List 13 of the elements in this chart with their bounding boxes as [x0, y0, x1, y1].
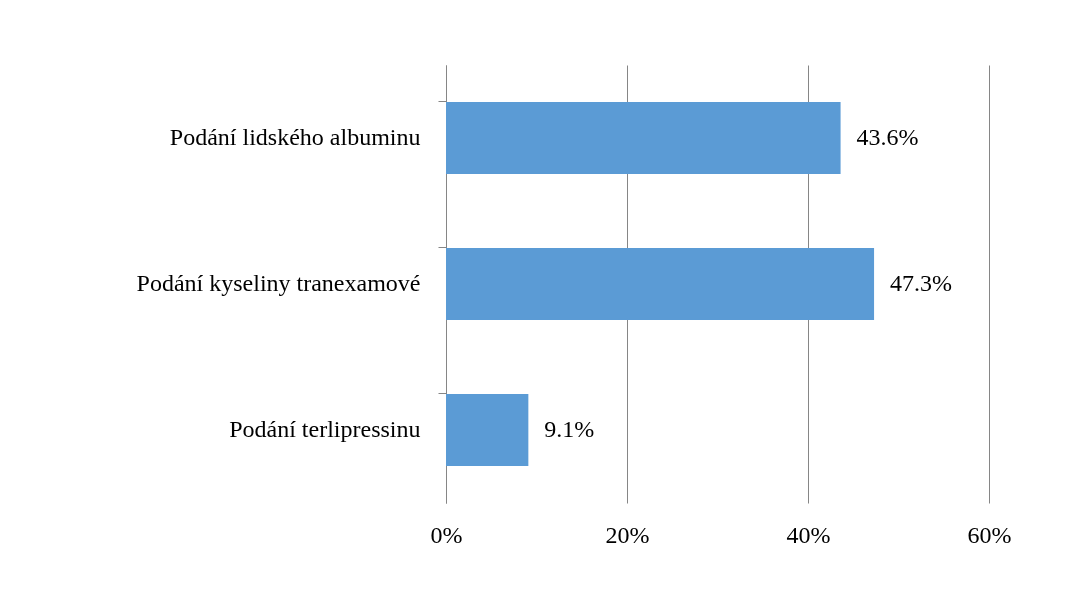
bar — [446, 102, 841, 174]
x-tick-label: 0% — [430, 521, 463, 548]
data-label: 9.1% — [544, 416, 595, 442]
x-tick-label: 40% — [786, 521, 831, 548]
bar — [446, 394, 529, 466]
y-tick-label: Podání lidského albuminu — [169, 124, 421, 150]
y-tick-label: Podání kyseliny tranexamové — [136, 270, 421, 296]
data-label: 47.3% — [890, 270, 953, 296]
y-tick-label: Podání terlipressinu — [229, 416, 421, 442]
x-tick-label: 20% — [605, 521, 650, 548]
x-tick-label: 60% — [967, 521, 1012, 548]
data-label: 43.6% — [856, 124, 919, 150]
bar — [446, 248, 875, 320]
